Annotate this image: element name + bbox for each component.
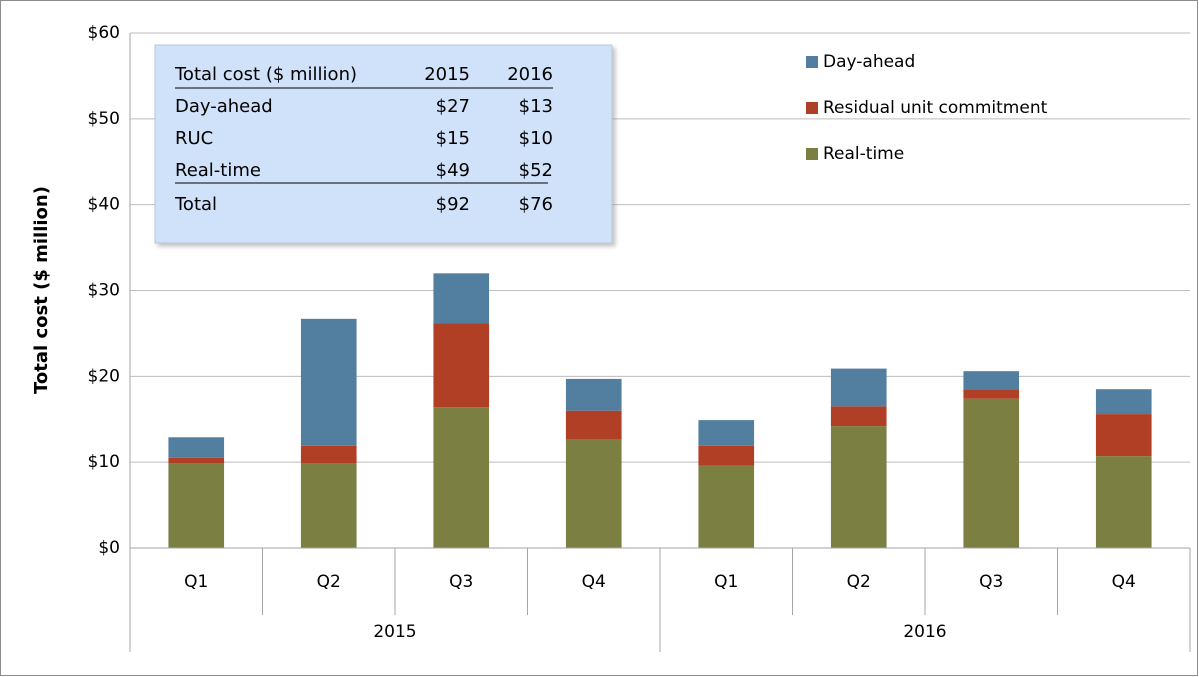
bar-segment (300, 318, 357, 446)
y-tick-label: $60 (88, 23, 120, 43)
table-cell: $15 (436, 128, 470, 149)
table-cell: $13 (519, 96, 553, 117)
plot: $0 $10 $20 $30 $40 $50 $60 Q1 Q2 Q3 Q4 Q1 Q2 Q3 Q4 2015… (88, 23, 1191, 652)
table-cell: $52 (519, 160, 553, 181)
bar-segment (1095, 414, 1152, 457)
bar-segment (963, 389, 1020, 399)
legend-swatch (806, 102, 818, 114)
y-axis-title: Total cost ($ million) (31, 186, 52, 394)
bar-segment (830, 406, 887, 427)
y-tick-label: $30 (88, 281, 120, 301)
legend-label: Real-time (823, 144, 904, 164)
table-cell: $76 (519, 194, 553, 215)
table-cell: $27 (436, 96, 470, 117)
y-tick-label: $20 (88, 366, 120, 386)
x-tick-label: Q1 (184, 572, 208, 592)
table-header: 2016 (507, 64, 553, 85)
group-label: 2015 (373, 622, 416, 642)
bar-segment (698, 445, 755, 466)
y-tick-label: $10 (88, 452, 120, 472)
bar-segment (168, 457, 225, 464)
bar-segment (433, 407, 490, 548)
bar-segment (565, 378, 622, 411)
x-tick-label: Q3 (449, 572, 473, 592)
group-label: 2016 (903, 622, 946, 642)
bar-segment (565, 438, 622, 548)
table-header: Total cost ($ million) (174, 64, 357, 85)
y-tick-label: $50 (88, 109, 120, 129)
bar-segment (300, 463, 357, 548)
summary-table-box (154, 44, 613, 244)
table-cell: Real-time (175, 160, 261, 181)
bar-segment (963, 398, 1020, 548)
bar-segment (1095, 456, 1152, 548)
bar-segment (433, 323, 490, 408)
y-tick-label: $40 (88, 195, 120, 215)
x-tick-label: Q4 (582, 572, 606, 592)
table-cell: Total (174, 194, 217, 215)
bar-segment (698, 465, 755, 548)
legend-swatch (806, 56, 818, 68)
legend-label: Day-ahead (823, 52, 915, 72)
table-header: 2015 (424, 64, 470, 85)
bar-segment (168, 463, 225, 548)
legend-label: Residual unit commitment (823, 98, 1048, 118)
bar-segment (963, 371, 1020, 390)
table-cell: $92 (436, 194, 470, 215)
x-tick-label: Q1 (714, 572, 738, 592)
bar-segment (1095, 389, 1152, 415)
summary-table: Total cost ($ million) 2015 2016 Day-ahead $… (174, 64, 553, 215)
legend-swatch (806, 148, 818, 160)
bar-segment (168, 437, 225, 458)
bar-segment (565, 410, 622, 439)
x-tick-label: Q2 (317, 572, 341, 592)
x-tick-label: Q3 (979, 572, 1003, 592)
table-cell: RUC (175, 128, 213, 149)
x-tick-label: Q4 (1112, 572, 1136, 592)
y-tick-label: $0 (98, 538, 120, 558)
bar-segment (433, 273, 490, 324)
table-cell: $49 (436, 160, 470, 181)
table-cell: $10 (519, 128, 553, 149)
bar-segment (830, 368, 887, 407)
x-tick-label: Q2 (847, 572, 871, 592)
bar-segment (300, 445, 357, 464)
bar-segment (698, 420, 755, 446)
table-cell: Day-ahead (175, 96, 273, 117)
bar-segment (830, 426, 887, 548)
